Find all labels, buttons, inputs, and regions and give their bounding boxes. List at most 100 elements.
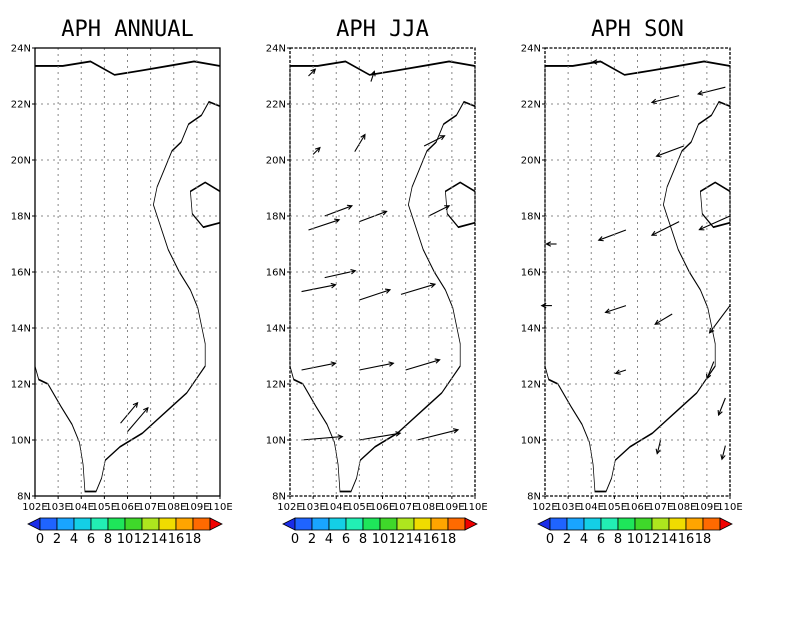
wind-vector: [654, 313, 673, 325]
wind-vector: [655, 145, 684, 158]
wind-vector-shaft: [699, 215, 731, 231]
heatmap-cell: [401, 306, 420, 322]
wind-vector: [312, 146, 321, 155]
colorbar-cell: [583, 517, 602, 531]
heatmap-cell: [44, 102, 81, 133]
heatmap-cell: [381, 287, 440, 341]
heatmap-cell: [163, 147, 222, 201]
colorbar-tick-label: 6: [597, 532, 605, 547]
x-tick-label: 107E: [648, 502, 673, 513]
y-tick-label: 8N: [17, 492, 31, 503]
colorbar-cell: [549, 517, 568, 531]
colorbar-cell: [90, 517, 109, 531]
heatmap-cell: [362, 342, 381, 358]
colorbar-tick-label: 8: [359, 532, 367, 547]
heatmap-cell: [673, 363, 732, 417]
colorbar-cell: [294, 517, 313, 531]
wind-vector-head: [346, 204, 354, 210]
wind-vector: [696, 86, 726, 96]
wind-vector: [120, 401, 139, 424]
panel-title: APH ANNUAL: [61, 17, 193, 42]
wind-vector: [614, 369, 627, 375]
heatmap-cell: [33, 91, 92, 145]
wind-vector: [400, 282, 437, 295]
heatmap-cell: [617, 158, 636, 174]
colorbar-tick-label: 18: [185, 532, 202, 547]
x-tick-label: 102E: [277, 502, 302, 513]
y-tick-label: 22N: [11, 100, 31, 111]
heatmap-cell: [341, 324, 400, 378]
colorbar-tick-label: 6: [342, 532, 350, 547]
heatmap-cell: [607, 150, 644, 181]
heatmap-cell: [74, 228, 111, 259]
colorbar-cell: [39, 517, 58, 531]
wind-vector-shaft: [423, 135, 445, 147]
y-tick-label: 14N: [266, 324, 286, 335]
panel-title: APH SON: [591, 17, 684, 42]
colorbar-tick-label: 18: [695, 532, 712, 547]
heatmap-cell: [399, 175, 458, 229]
heatmap-cell: [700, 74, 737, 105]
wind-vector: [428, 205, 451, 217]
heatmap-cell: [54, 110, 73, 126]
colorbar-tick-label: 14: [406, 532, 423, 547]
heatmap-cell: [137, 418, 156, 434]
x-tick-label: 105E: [92, 502, 117, 513]
wind-vector-shaft: [605, 305, 627, 313]
wind-vector: [370, 70, 376, 82]
panel-son: [540, 48, 737, 461]
colorbar-tick-label: 10: [117, 532, 134, 547]
colorbar-over-arrow: [464, 517, 478, 531]
wind-vector: [545, 241, 557, 247]
wind-vector-shaft: [656, 439, 662, 454]
x-tick-label: 104E: [324, 502, 349, 513]
colorbar-under-arrow: [282, 517, 296, 531]
heatmap-cell: [84, 236, 103, 252]
y-tick-label: 16N: [11, 268, 31, 279]
wind-vector-shaft: [370, 71, 375, 82]
wind-vector-head: [439, 135, 446, 141]
heatmap-cell: [126, 259, 185, 313]
wind-vector-shaft: [709, 305, 731, 334]
y-tick-label: 24N: [11, 44, 31, 55]
colorbar-tick-label: 12: [644, 532, 661, 547]
heatmap-cell: [693, 334, 712, 350]
colorbar-cell: [668, 517, 687, 531]
y-tick-label: 10N: [11, 436, 31, 447]
wind-vector-shaft: [718, 397, 726, 416]
wind-vector-head: [597, 236, 604, 242]
heatmap-cell: [127, 410, 164, 441]
heatmap-cell: [622, 402, 681, 456]
colorbar-tick-label: 2: [308, 532, 316, 547]
y-tick-label: 16N: [521, 268, 541, 279]
colorbar-tick-label: 0: [36, 532, 44, 547]
heatmap-cell: [665, 240, 702, 271]
y-tick-label: 12N: [11, 380, 31, 391]
y-tick-label: 18N: [266, 212, 286, 223]
land-mask: [545, 48, 737, 456]
colorbar-tick-label: 4: [325, 532, 333, 547]
colorbar-tick-label: 2: [53, 532, 61, 547]
heatmap-cell: [362, 138, 381, 154]
heatmap-cell: [633, 413, 670, 444]
heatmap-cell: [559, 236, 578, 252]
colorbar-over-arrow: [719, 517, 733, 531]
wind-vector: [655, 439, 662, 455]
heatmap-cell: [573, 329, 632, 383]
wind-vector: [650, 221, 680, 236]
heatmap-cell: [418, 352, 477, 406]
colorbar-tick-label: 14: [151, 532, 168, 547]
wind-vector-head: [337, 434, 344, 440]
colorbar-tick-label: 2: [563, 532, 571, 547]
colorbar-tick-label: 0: [291, 532, 299, 547]
heatmap-cell: [304, 90, 323, 106]
wind-vector: [650, 95, 680, 105]
colorbar-cell: [413, 517, 432, 531]
heatmap-cell: [63, 217, 122, 271]
y-tick-label: 18N: [11, 212, 31, 223]
wind-vector-shaft: [721, 445, 726, 460]
wind-vector: [359, 288, 392, 301]
panel-annual: [33, 48, 222, 441]
colorbar-tick-label: 12: [134, 532, 151, 547]
heatmap-cell: [584, 340, 621, 371]
